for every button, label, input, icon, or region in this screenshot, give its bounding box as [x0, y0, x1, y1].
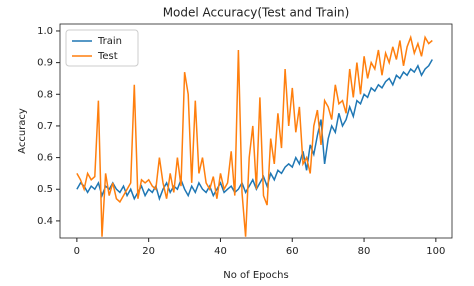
y-tick-label: 0.5	[37, 184, 53, 195]
y-tick-label: 0.8	[37, 89, 53, 100]
x-tick-label: 20	[142, 246, 155, 257]
x-tick-label: 100	[426, 246, 445, 257]
series-line	[76, 34, 433, 237]
x-tick-label: 0	[74, 246, 80, 257]
x-tick-label: 40	[214, 246, 227, 257]
y-axis-label: Accuracy	[17, 108, 28, 154]
legend-label: Train	[97, 36, 122, 47]
y-tick-label: 1.0	[37, 26, 53, 37]
x-tick-label: 60	[286, 246, 299, 257]
legend-box	[65, 29, 139, 67]
y-tick-label: 0.7	[37, 121, 53, 132]
y-tick-label: 0.9	[37, 58, 53, 69]
y-tick-label: 0.6	[37, 153, 53, 164]
legend-label: Test	[97, 51, 118, 62]
series-line	[76, 59, 433, 202]
plot-frame	[59, 23, 453, 239]
y-tick-label: 0.4	[37, 216, 53, 227]
chart-title: Model Accuracy(Test and Train)	[163, 6, 350, 20]
x-tick-label: 80	[358, 246, 371, 257]
x-axis-label: No of Epochs	[223, 270, 288, 281]
